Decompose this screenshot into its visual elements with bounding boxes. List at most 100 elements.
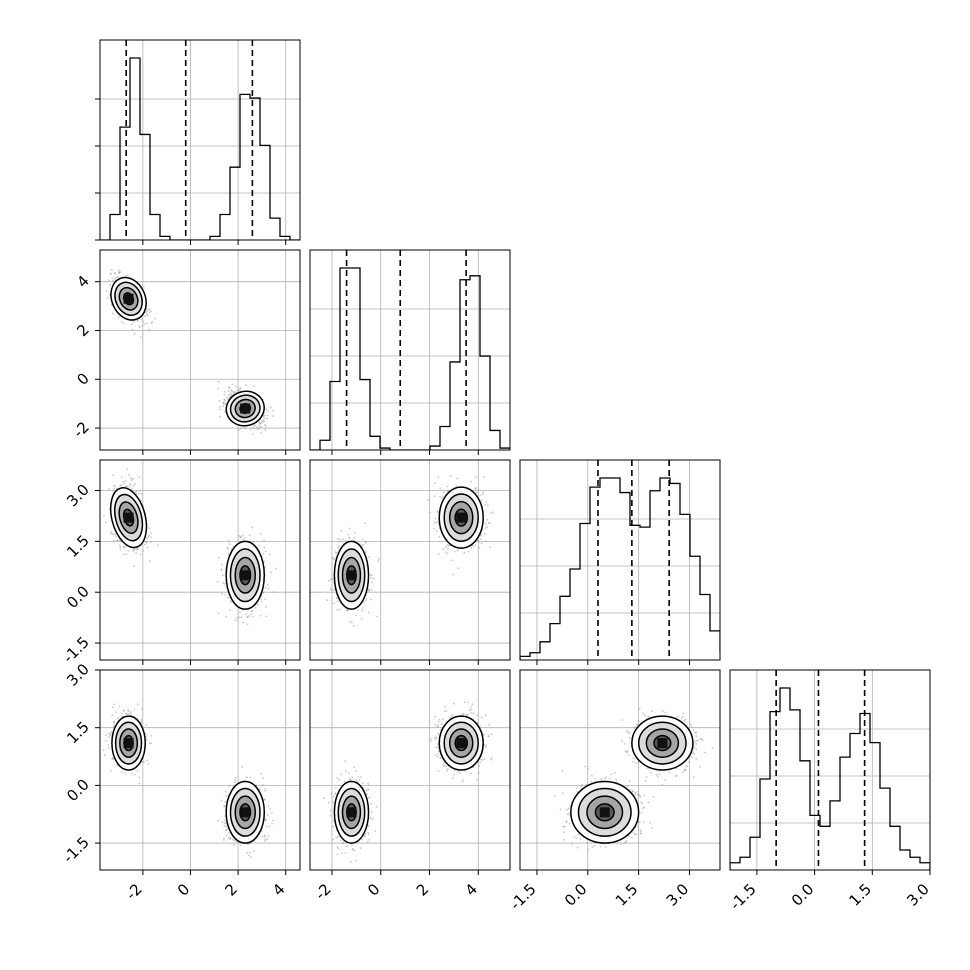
scatter-point-2-0 [266,584,269,586]
scatter-point-1-0 [111,269,113,271]
scatter-point-2-1 [488,522,490,524]
scatter-point-3-0 [125,712,127,715]
density-peak-2-0-0 [123,512,134,523]
scatter-point-2-1 [485,522,487,525]
scatter-point-3-0 [233,839,236,842]
scatter-point-3-0 [113,720,115,723]
scatter-point-2-0 [257,603,259,606]
scatter-point-1-0 [218,400,221,402]
scatter-point-2-1 [377,560,379,562]
panel-frame-2-2 [519,459,721,661]
scatter-point-2-1 [454,550,456,553]
scatter-point-1-0 [218,406,221,408]
scatter-point-2-1 [474,544,477,546]
scatter-point-2-0 [216,580,219,583]
scatter-point-1-0 [114,277,116,279]
scatter-point-2-1 [434,482,436,485]
scatter-point-3-0 [133,708,136,710]
scatter-point-3-0 [246,851,249,854]
density-peak-2-1-0 [456,512,467,523]
density-peak-2-1-1 [346,570,357,581]
scatter-point-2-0 [134,483,136,486]
scatter-point-2-0 [224,586,227,588]
scatter-point-2-1 [364,522,366,525]
scatter-point-2-0 [110,530,113,533]
scatter-point-2-1 [439,496,441,498]
scatter-point-2-1 [480,542,483,545]
scatter-point-2-0 [125,553,128,556]
scatter-point-2-0 [157,544,160,546]
scatter-point-2-1 [348,621,351,623]
scatter-point-3-0 [150,735,153,737]
scatter-point-1-0 [105,290,108,293]
scatter-point-2-0 [238,616,241,619]
scatter-point-1-0 [253,424,255,427]
density-peak-3-0-0 [123,738,134,749]
scatter-point-1-0 [111,279,114,282]
scatter-point-1-0 [143,322,146,325]
scatter-point-3-0 [107,744,110,746]
scatter-point-1-0 [258,427,261,430]
scatter-point-2-1 [336,608,339,611]
scatter-point-1-0 [239,389,242,392]
scatter-point-3-0 [260,772,263,775]
scatter-point-3-0 [111,714,114,716]
scatter-point-2-1 [480,499,483,501]
scatter-point-1-0 [114,271,116,274]
scatter-point-1-0 [263,414,266,417]
scatter-point-2-1 [330,578,332,581]
scatter-point-2-1 [439,487,442,490]
scatter-point-3-0 [225,825,228,828]
scatter-point-2-1 [452,573,455,576]
histogram-0 [100,57,300,240]
scatter-point-2-1 [330,587,333,590]
scatter-point-1-0 [131,323,133,326]
scatter-point-2-0 [230,548,233,550]
scatter-point-2-0 [127,486,129,488]
scatter-point-2-1 [489,512,492,515]
scatter-point-2-1 [368,555,370,558]
scatter-point-1-0 [132,320,135,323]
scatter-point-3-0 [138,776,141,779]
scatter-point-3-0 [272,819,274,822]
scatter-point-3-0 [263,834,266,837]
scatter-point-2-1 [467,550,470,553]
panel-3-0 [95,669,301,875]
scatter-point-2-1 [370,576,373,579]
scatter-point-2-1 [455,485,458,487]
scatter-point-2-0 [227,539,230,542]
scatter-point-3-0 [122,709,125,711]
scatter-point-1-0 [140,318,143,320]
scatter-point-2-0 [128,474,130,476]
scatter-point-2-1 [485,540,487,543]
scatter-point-3-0 [141,708,144,710]
scatter-point-1-0 [118,271,120,274]
scatter-point-2-0 [129,485,132,488]
scatter-point-3-0 [111,757,114,759]
scatter-point-2-1 [352,624,355,627]
scatter-point-1-0 [235,391,237,394]
scatter-point-2-1 [480,538,482,541]
scatter-point-3-0 [150,742,153,745]
scatter-point-3-0 [147,762,150,765]
scatter-point-1-0 [114,278,117,281]
scatter-point-3-0 [107,747,110,750]
scatter-point-2-1 [435,521,438,523]
scatter-point-3-0 [148,742,151,744]
scatter-point-2-1 [479,494,482,497]
scatter-point-1-0 [111,312,114,315]
scatter-point-2-1 [449,475,452,478]
scatter-point-1-0 [148,311,151,314]
scatter-point-3-0 [267,805,270,807]
scatter-point-2-1 [483,475,485,478]
scatter-point-2-0 [263,560,265,563]
scatter-point-3-0 [232,838,235,841]
scatter-point-1-0 [266,417,268,420]
scatter-point-3-0 [271,812,273,814]
scatter-point-1-0 [238,428,241,431]
scatter-point-2-0 [132,484,135,487]
scatter-point-1-0 [230,389,233,392]
scatter-point-3-0 [105,740,107,742]
scatter-point-3-0 [136,703,139,706]
scatter-point-2-0 [137,493,140,495]
